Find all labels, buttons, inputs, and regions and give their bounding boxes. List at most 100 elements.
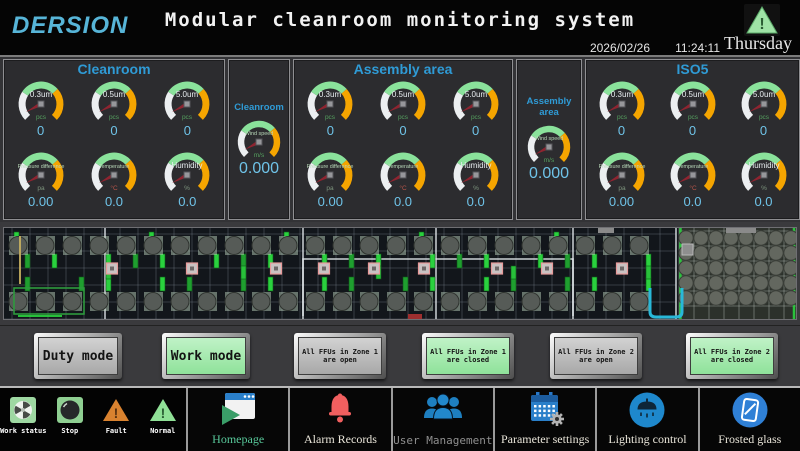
gauge-dial: Humidity%	[741, 152, 786, 192]
button-all-ffus-in-zone-2-are-closed[interactable]: All FFUs in Zone 2 are closed	[686, 333, 778, 379]
users-icon	[421, 391, 465, 425]
gauge-unit: pcs	[471, 114, 482, 121]
gauge-dial: Humidity%	[453, 152, 499, 192]
button-label: Work mode	[166, 337, 246, 375]
gauge-label: Wind speed	[535, 136, 563, 142]
gauge-pressure-difference: Pressure difference pa 0.00	[586, 149, 657, 220]
gauge-label: 0.3um	[319, 90, 342, 99]
gauge-grid: 0.3um pcs 0 0.5um pcs 0 5.0um pcs 0 Pressure diff…	[294, 78, 512, 219]
gauge-label: Pressure difference	[598, 164, 645, 170]
gauge-0-5um: 0.5um pcs 0	[657, 78, 728, 149]
nav-frosted-glass[interactable]: Frosted glass	[697, 388, 800, 451]
gauge-label: Temperature	[677, 164, 707, 170]
nav-alarm-records[interactable]: Alarm Records	[288, 388, 391, 451]
nav-homepage[interactable]: Homepage	[186, 388, 289, 451]
gauge-dial: Pressure difference pa	[598, 152, 645, 192]
page-title: Modular cleanroom monitoring system	[164, 9, 636, 31]
gauge-unit: pcs	[182, 114, 193, 121]
fan-status-icon	[10, 397, 37, 423]
panel-title: Assembly area	[353, 61, 453, 77]
gauge-value: 0	[110, 123, 118, 138]
gauge-humidity: Humidity% 0.0	[728, 149, 799, 220]
button-label: All FFUs in Zone 2 are open	[554, 337, 638, 375]
dersion-logo: DERSION	[12, 12, 129, 39]
gauge-dial: 0.5um pcs	[380, 81, 426, 121]
time-display: 11:24:11	[675, 41, 720, 55]
gauge-dial: 0.5um pcs	[670, 81, 715, 121]
gauge-value: 0	[326, 123, 334, 138]
weekday-display: Thursday	[724, 33, 792, 53]
gauge-label: Pressure difference	[307, 164, 354, 170]
gauge-unit: °C	[399, 184, 407, 192]
parameter-settings-icon	[524, 391, 566, 427]
gauge-label: Humidity	[460, 161, 491, 170]
button-label: All FFUs in Zone 1 are closed	[426, 337, 510, 375]
gauge-label: Humidity	[172, 161, 203, 170]
gauge-unit: pcs	[36, 114, 47, 121]
gauge-value: 0.0	[393, 193, 413, 209]
legend-label: Work status	[0, 427, 47, 435]
button-all-ffus-in-zone-1-are-closed[interactable]: All FFUs in Zone 1 are closed	[422, 333, 514, 379]
svg-text:!: !	[759, 16, 764, 33]
nav-label: Alarm Records	[304, 432, 377, 446]
gauge-unit: m/s	[544, 157, 555, 164]
gauge-value: 0.0	[754, 193, 773, 209]
gauge-unit: °C	[689, 184, 697, 192]
stop-icon	[56, 397, 83, 423]
gauge-value: 0	[399, 123, 407, 138]
gauge-dial: Pressure difference pa	[307, 152, 354, 192]
gauge-0-3um: 0.3um pcs 0	[4, 78, 77, 149]
gauge-temperature: Temperature °C 0.0	[77, 149, 150, 220]
gauge-label: 0.5um	[681, 90, 704, 99]
gauge-label: Wind speed	[245, 131, 273, 137]
warning-triangle-icon: !	[744, 4, 780, 36]
panel-cleanroom: Cleanroom 0.3um pcs 0 0.5um pcs 0 5.0um pcs 0 Pres…	[3, 59, 225, 220]
work-status-legend: Work status Stop! Fault! Normal	[0, 388, 186, 451]
gauge-value: 0.00	[317, 193, 343, 209]
gauge-0-3um: 0.3um pcs 0	[294, 78, 367, 149]
gauge-unit: %	[184, 185, 190, 192]
svg-text:!: !	[160, 405, 165, 421]
gauge-humidity: Humidity% 0.0	[151, 149, 224, 220]
gauge-value: 0.00	[28, 193, 54, 209]
button-all-ffus-in-zone-2-are-open[interactable]: All FFUs in Zone 2 are open	[550, 333, 642, 379]
gauge-dial: Temperature °C	[670, 152, 715, 192]
nav-user-management[interactable]: User Management	[390, 388, 493, 451]
status-legend-normal: ! Normal	[140, 397, 187, 435]
gauge-unit: pa	[37, 185, 45, 192]
gauge-unit: %	[473, 185, 479, 192]
gauge-value: 0	[472, 123, 480, 138]
gauge-label: 5.0um	[752, 90, 775, 99]
gauge-value: 0	[37, 123, 45, 138]
normal-triangle-icon: !	[148, 397, 178, 423]
button-label: All FFUs in Zone 1 are open	[298, 337, 382, 375]
gauge-unit: m/s	[254, 152, 265, 159]
svg-text:!: !	[114, 405, 119, 421]
button-duty-mode[interactable]: Duty mode	[34, 333, 122, 379]
gauge-unit: pa	[327, 185, 335, 192]
gauge-dial: 5.0um pcs	[164, 81, 210, 121]
nav-lighting-control[interactable]: Lighting control	[595, 388, 698, 451]
nav-parameter-settings[interactable]: Parameter settings	[492, 388, 596, 451]
date-display: 2026/02/26	[589, 41, 650, 55]
legend-label: Normal	[150, 427, 176, 435]
button-work-mode[interactable]: Work mode	[162, 333, 250, 379]
wind-speed-column-cleanroom: Cleanroom Wind speed m/s 0.000	[228, 59, 290, 220]
button-all-ffus-in-zone-1-are-open[interactable]: All FFUs in Zone 1 are open	[294, 333, 386, 379]
mode-buttons-row: Duty mode Work mode All FFUs in Zone 1 are…	[0, 326, 800, 386]
gauge-temperature: Temperature °C 0.0	[657, 149, 728, 220]
gauge-value: 0.0	[683, 193, 702, 209]
gauge-dial: Humidity%	[164, 152, 210, 192]
gauge-dial: 5.0um pcs	[453, 81, 499, 121]
nav-label: Parameter settings	[500, 432, 590, 446]
gauge-value: 0.0	[178, 193, 197, 209]
gauge-dial: Wind speed m/s	[527, 125, 571, 164]
wind-speed-value: 0.000	[238, 159, 280, 177]
gauge-grid: 0.3um pcs 0 0.5um pcs 0 5.0um pcs 0 Pressure diff…	[4, 78, 224, 219]
panel-assembly-area: Assembly area 0.3um pcs 0 0.5um pcs 0 5.0um pcs 0…	[293, 59, 513, 220]
gauge-pressure-difference: Pressure difference pa 0.00	[4, 149, 77, 220]
wind-area-label: Assembly area	[526, 96, 572, 118]
wind-speed-column-assembly-area: Assembly area Wind speed m/s 0.000	[516, 59, 582, 220]
header: DERSION Modular cleanroom monitoring sys…	[0, 0, 800, 57]
gauge-dial: 5.0um pcs	[741, 81, 786, 121]
